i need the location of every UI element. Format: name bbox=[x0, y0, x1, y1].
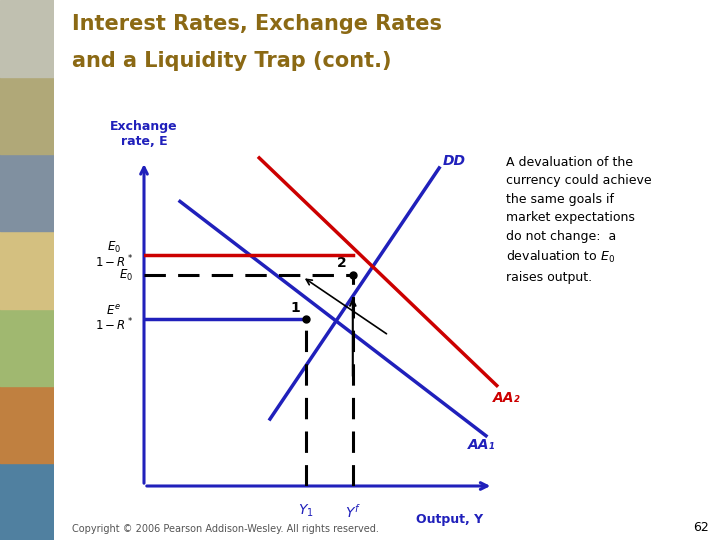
Bar bbox=[0, 386, 54, 463]
Text: $Y_1$: $Y_1$ bbox=[298, 503, 314, 519]
Text: 2: 2 bbox=[337, 256, 347, 269]
Bar bbox=[0, 308, 54, 386]
Text: Exchange
rate, E: Exchange rate, E bbox=[110, 120, 178, 148]
Bar bbox=[0, 77, 54, 154]
Text: DD: DD bbox=[443, 153, 466, 167]
Text: 1: 1 bbox=[290, 301, 300, 315]
Text: $Y^f$: $Y^f$ bbox=[345, 503, 361, 521]
Bar bbox=[0, 0, 54, 77]
Text: AA₁: AA₁ bbox=[468, 438, 495, 452]
Text: AA₂: AA₂ bbox=[493, 392, 521, 406]
Text: 62: 62 bbox=[693, 521, 709, 534]
Text: Output, Y: Output, Y bbox=[416, 513, 484, 526]
Text: A devaluation of the
currency could achieve
the same goals if
market expectation: A devaluation of the currency could achi… bbox=[506, 156, 652, 284]
Text: and a Liquidity Trap (cont.): and a Liquidity Trap (cont.) bbox=[72, 51, 392, 71]
Text: $E^e$
$1 - R^*$: $E^e$ $1 - R^*$ bbox=[95, 304, 133, 333]
Bar bbox=[0, 154, 54, 232]
Text: $E_0$
$1 - R^*$: $E_0$ $1 - R^*$ bbox=[95, 240, 133, 270]
Text: Copyright © 2006 Pearson Addison-Wesley. All rights reserved.: Copyright © 2006 Pearson Addison-Wesley.… bbox=[72, 523, 379, 534]
Bar bbox=[0, 463, 54, 540]
Bar bbox=[0, 232, 54, 308]
Text: $E_0$: $E_0$ bbox=[119, 267, 133, 282]
Text: Interest Rates, Exchange Rates: Interest Rates, Exchange Rates bbox=[72, 14, 442, 33]
